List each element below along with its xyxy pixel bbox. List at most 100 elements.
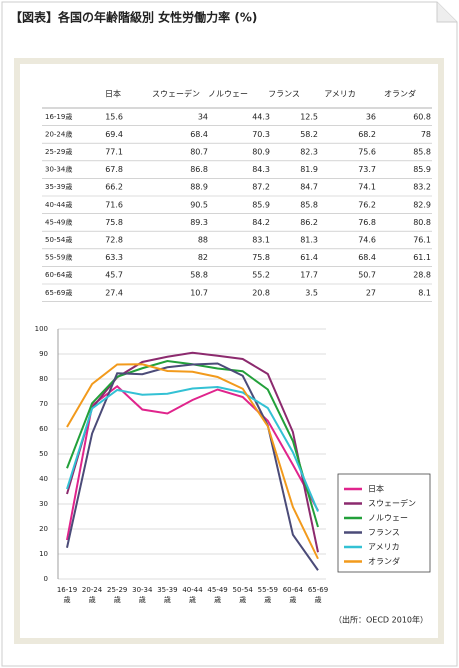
row-label: 65-69歳 [45,288,72,297]
x-tick-part: 30-34 [132,586,153,594]
y-tick-label: 40 [39,475,48,483]
legend-box [337,473,431,573]
table-cell: 8.1 [418,288,431,297]
table-cell: 72.8 [105,236,123,245]
x-tick-part: 55-59 [258,586,278,594]
table-cell: 68.4 [190,130,208,139]
table-cell: 36 [366,112,376,121]
y-tick-label: 70 [39,400,48,408]
row-label: 25-29歳 [45,147,72,156]
x-tick-part: 歳 [239,595,246,604]
x-tick-part: 歳 [189,595,196,604]
table-cell: 63.3 [105,253,123,262]
x-tick-part: 歳 [164,595,171,604]
table-cell: 86.8 [190,165,208,174]
table-cell: 74.6 [358,236,376,245]
table-cell: 70.3 [252,130,270,139]
table-cell: 75.8 [252,253,270,262]
legend-label: アメリカ [368,543,400,552]
table-header: 日本 [105,89,121,99]
table-cell: 34 [198,112,208,121]
table-cell: 78 [421,130,431,139]
legend-label: オランダ [368,556,400,566]
x-tick-part: 歳 [139,595,146,604]
table-header: スウェーデン [152,89,200,99]
row-label: 55-59歳 [45,253,72,262]
row-label: 20-24歳 [45,129,72,138]
legend-label: フランス [368,528,400,537]
legend-label: スウェーデン [368,498,416,508]
table-cell: 28.8 [413,271,431,280]
x-tick-label: 35-39 歳 [157,586,177,604]
table-cell: 83.2 [413,183,431,192]
table-cell: 20.8 [252,288,270,297]
row-label: 40-44歳 [45,200,72,209]
table-header: フランス [268,90,300,99]
series-line [66,362,319,571]
x-tick-label: 30-34 歳 [132,586,153,604]
table-cell: 85.8 [300,200,318,209]
table-cell: 82.9 [413,200,431,209]
table-cell: 58.2 [300,130,318,139]
table-cell: 84.7 [300,183,318,192]
y-tick-label: 60 [39,425,48,433]
table-cell: 88.9 [190,183,208,192]
x-tick-part: 60-64 [283,586,304,594]
table-cell: 45.7 [105,271,123,280]
table-cell: 58.8 [190,271,208,280]
table-cell: 81.3 [300,236,318,245]
table-cell: 75.8 [105,218,123,227]
x-tick-part: 歳 [264,595,271,604]
table-cell: 88 [198,236,208,245]
table-cell: 84.3 [252,165,270,174]
x-tick-part: 40-44 [182,586,203,594]
y-tick-label: 100 [35,325,48,333]
table-cell: 84.2 [252,218,270,227]
x-tick-part: 歳 [64,595,71,604]
table-cell: 17.7 [300,271,318,280]
table-cell: 50.7 [358,271,376,280]
table-cell: 86.2 [300,218,318,227]
table-cell: 66.2 [105,183,123,192]
x-tick-part: 35-39 [157,586,177,594]
table-cell: 3.5 [305,288,318,297]
table-cell: 85.8 [413,148,431,157]
row-label: 35-39歳 [45,182,72,191]
page-title: 【図表】各国の年齢階級別 女性労働力率 (%) [10,10,257,25]
series-line [66,363,319,560]
x-tick-label: 65-69 歳 [308,586,328,604]
table-cell: 80.9 [252,148,270,157]
table-cell: 15.6 [105,112,123,121]
table-cell: 76.1 [413,236,431,245]
table-cell: 69.4 [105,130,123,139]
table-cell: 90.5 [190,200,208,209]
x-tick-label: 45-49 歳 [207,586,227,604]
table-cell: 87.2 [252,183,270,192]
x-tick-part: 歳 [315,595,322,604]
x-tick-label: 16-19 歳 [57,586,77,604]
table-cell: 12.5 [300,112,318,121]
x-tick-part: 50-54 [233,586,254,594]
table-cell: 82 [198,253,208,262]
y-tick-label: 80 [39,375,48,383]
x-tick-part: 16-19 [57,586,77,594]
table-cell: 76.8 [358,218,376,227]
y-tick-label: 10 [39,550,48,558]
series-line [66,385,319,512]
table-cell: 83.1 [252,236,270,245]
y-tick-label: 20 [39,525,48,533]
y-tick-label: 30 [39,500,48,508]
row-label: 16-19歳 [45,112,72,121]
source-note: （出所：OECD 2010年） [334,615,428,625]
table-cell: 68.2 [358,130,376,139]
row-label: 30-34歳 [45,165,72,174]
x-tick-label: 55-59 歳 [258,586,278,604]
folded-corner [436,2,457,23]
row-label: 45-49歳 [45,217,72,226]
x-tick-part: 65-69 [308,586,328,594]
table-cell: 68.4 [358,253,376,262]
table-cell: 82.3 [300,148,318,157]
x-tick-part: 歳 [214,595,221,604]
table-cell: 61.4 [300,253,318,262]
table-cell: 73.7 [358,165,376,174]
